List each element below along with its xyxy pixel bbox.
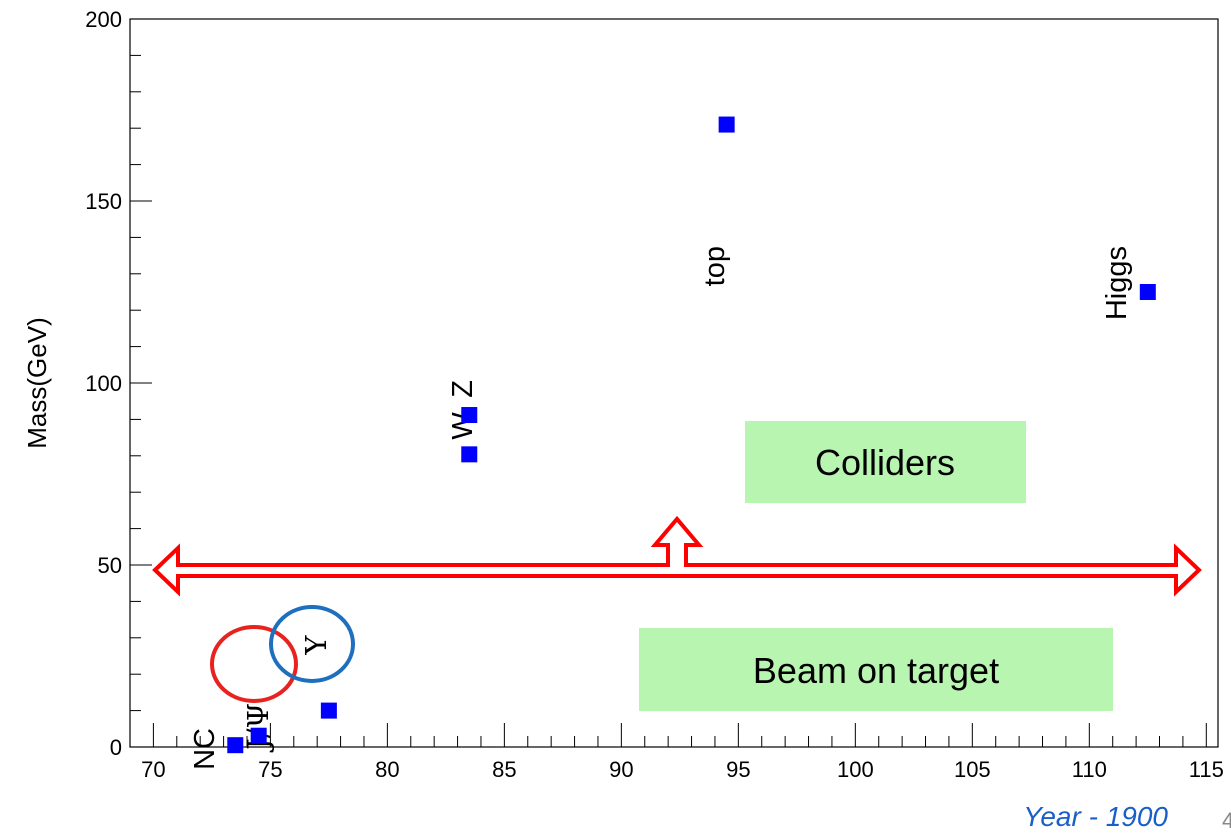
- x-tick-label: 90: [609, 757, 633, 782]
- x-tick-label: 115: [1189, 757, 1224, 782]
- page-number: 4: [1222, 808, 1231, 833]
- y-tick-label: 0: [110, 735, 122, 760]
- data-point: [461, 407, 478, 424]
- upsilon-circle: [269, 605, 355, 683]
- colliders-label: Colliders: [815, 442, 955, 483]
- y-tick-label: 50: [98, 553, 122, 578]
- top-label: top: [699, 246, 731, 286]
- x-tick-label: 95: [726, 757, 750, 782]
- jpsi-circle: [210, 625, 298, 703]
- x-tick-label: 75: [258, 757, 282, 782]
- data-point: [461, 446, 478, 463]
- axis-ticks: [129, 18, 1207, 748]
- data-point: [718, 116, 735, 133]
- x-tick-label: 110: [1072, 757, 1107, 782]
- axis-tick-labels: 70 75 80 85 90 95 100 105 110 115 0 50 100 150 200: [85, 7, 1224, 782]
- x-tick-label: 85: [492, 757, 516, 782]
- x-axis-label: Year - 1900: [1023, 801, 1168, 832]
- data-point: [250, 727, 267, 744]
- x-tick-label: 100: [837, 757, 874, 782]
- data-point: [1139, 284, 1156, 300]
- y-tick-label: 100: [85, 371, 122, 396]
- beam-on-target-box: [639, 628, 1113, 711]
- higgs-label: Higgs: [1101, 246, 1133, 320]
- data-points: [227, 116, 1156, 754]
- boundary-arrow: [152, 515, 1202, 597]
- y-tick-label: 150: [85, 189, 122, 214]
- beam-on-target-label: Beam on target: [753, 650, 999, 691]
- upsilon-label: Υ: [299, 635, 333, 656]
- colliders-box: [745, 421, 1026, 503]
- data-point: [320, 702, 337, 719]
- y-tick-label: 200: [85, 7, 122, 32]
- nc-label: NC: [189, 728, 221, 770]
- y-axis-label: Mass(GeV): [22, 317, 52, 448]
- x-tick-label: 80: [375, 757, 399, 782]
- data-point: [227, 737, 244, 754]
- x-tick-label: 105: [954, 757, 991, 782]
- x-tick-label: 70: [141, 757, 165, 782]
